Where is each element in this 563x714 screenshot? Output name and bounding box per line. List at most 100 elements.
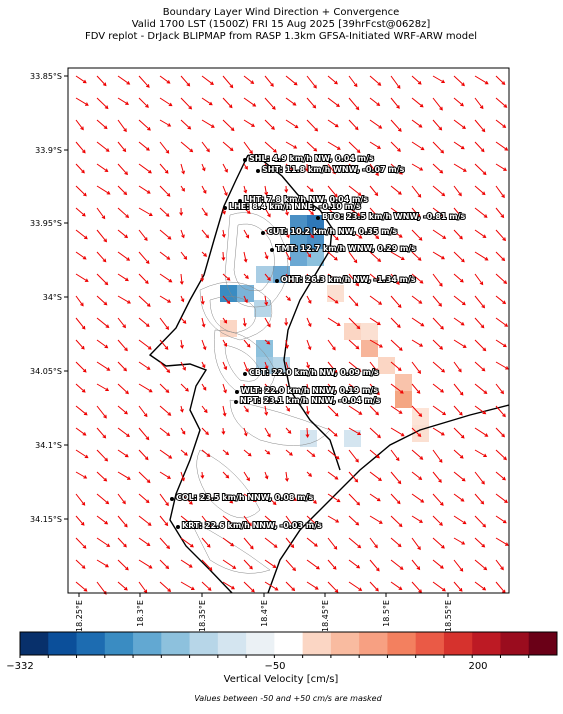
wind-arrow — [285, 559, 297, 572]
map-frame — [67, 67, 510, 594]
wind-arrow — [117, 317, 126, 329]
station-dot — [238, 199, 242, 203]
wind-arrow — [306, 295, 312, 304]
wind-arrow — [369, 361, 378, 373]
wind-arrow — [453, 229, 463, 240]
wind-arrow — [138, 75, 150, 88]
colorbar-tick-label: −50 — [264, 661, 285, 672]
station-dot — [243, 158, 247, 162]
wind-arrow — [243, 251, 248, 263]
colorbar-segment — [76, 632, 106, 655]
wind-arrow — [348, 559, 361, 569]
title-line: Valid 1700 LST (1500Z) FRI 15 Aug 2025 [… — [132, 19, 431, 30]
colorbar-segment — [274, 632, 304, 655]
wind-arrow — [411, 75, 422, 85]
colorbar-tick-label: 200 — [468, 661, 487, 672]
velocity-cell — [378, 357, 395, 374]
wind-arrow — [75, 229, 88, 240]
wind-arrow — [348, 75, 358, 88]
colorbar-segment — [330, 632, 360, 655]
wind-arrow — [222, 383, 227, 394]
wind-arrow — [327, 559, 337, 570]
wind-arrow — [180, 295, 185, 303]
wind-arrow — [96, 163, 109, 173]
wind-arrow — [390, 75, 401, 89]
wind-arrow — [432, 537, 445, 549]
wind-arrow — [138, 119, 151, 131]
wind-arrow — [96, 515, 109, 525]
wind-arrow — [138, 141, 150, 151]
wind-arrow — [201, 427, 209, 436]
wind-arrow — [159, 273, 173, 283]
wind-arrow — [495, 185, 505, 199]
wind-arrow — [75, 163, 85, 174]
wind-arrow — [495, 471, 506, 481]
wind-arrow — [117, 581, 128, 591]
wind-arrow — [222, 339, 228, 347]
wind-arrow — [138, 207, 153, 217]
wind-arrow — [138, 383, 153, 393]
lon-tick-label: 18.4°E — [260, 600, 269, 627]
wind-arrow — [390, 537, 402, 548]
wind-arrow — [411, 163, 424, 171]
wind-arrow — [75, 559, 86, 569]
wind-arrow — [75, 251, 87, 260]
wind-arrow — [432, 295, 442, 307]
wind-arrow — [411, 251, 422, 261]
wind-arrow — [180, 251, 188, 260]
wind-arrow — [264, 141, 277, 153]
wind-arrow — [369, 493, 381, 502]
wind-arrow — [474, 581, 487, 591]
wind-arrow — [369, 273, 381, 283]
wind-arrow — [474, 163, 487, 176]
wind-arrow — [432, 339, 444, 350]
wind-arrow — [306, 273, 312, 281]
wind-arrow — [327, 405, 339, 417]
wind-arrow — [159, 515, 169, 527]
wind-arrow — [411, 361, 422, 374]
wind-arrow — [474, 515, 487, 528]
wind-arrow — [453, 141, 465, 150]
wind-arrow — [432, 229, 447, 239]
wind-arrow — [285, 405, 290, 412]
wind-arrow — [201, 537, 211, 548]
wind-arrow — [453, 449, 464, 459]
wind-arrow — [96, 229, 108, 243]
wind-arrow — [495, 163, 507, 171]
lon-tick-label: 18.5°E — [382, 600, 391, 627]
wind-arrow — [159, 471, 171, 479]
wind-arrow — [495, 251, 506, 262]
wind-arrow — [411, 559, 421, 571]
velocity-cell — [273, 266, 290, 283]
colorbar-segment — [48, 632, 78, 655]
wind-arrow — [306, 361, 310, 369]
wind-arrow — [306, 471, 313, 477]
wind-arrow — [159, 119, 172, 127]
wind-arrow — [432, 97, 443, 111]
wind-arrow — [221, 251, 226, 261]
wind-arrow — [264, 581, 279, 591]
wind-arrow — [222, 75, 234, 89]
wind-arrow — [474, 339, 487, 352]
wind-arrow — [264, 229, 271, 235]
station-label: OHT: 26.3 km/h NW, -1.34 m/s — [281, 275, 416, 284]
wind-arrow — [201, 405, 208, 414]
wind-arrow — [117, 229, 129, 239]
wind-arrow — [222, 515, 236, 527]
wind-arrow — [369, 383, 380, 396]
station-dot — [316, 216, 320, 220]
wind-arrow — [390, 317, 401, 329]
velocity-cell — [290, 249, 307, 266]
lon-tick-label: 18.3°E — [136, 600, 145, 627]
station-label: SHL: 4.9 km/h NW, 0.04 m/s — [249, 154, 374, 163]
wind-arrow — [180, 339, 184, 349]
wind-arrow — [222, 581, 235, 590]
wind-arrow — [348, 207, 361, 217]
wind-arrow — [327, 163, 336, 175]
wind-arrow — [390, 581, 403, 591]
wind-arrow — [222, 273, 231, 281]
wind-arrow — [201, 581, 212, 591]
wind-arrow — [474, 185, 486, 196]
wind-arrow — [327, 207, 337, 218]
wind-arrow — [96, 273, 109, 286]
